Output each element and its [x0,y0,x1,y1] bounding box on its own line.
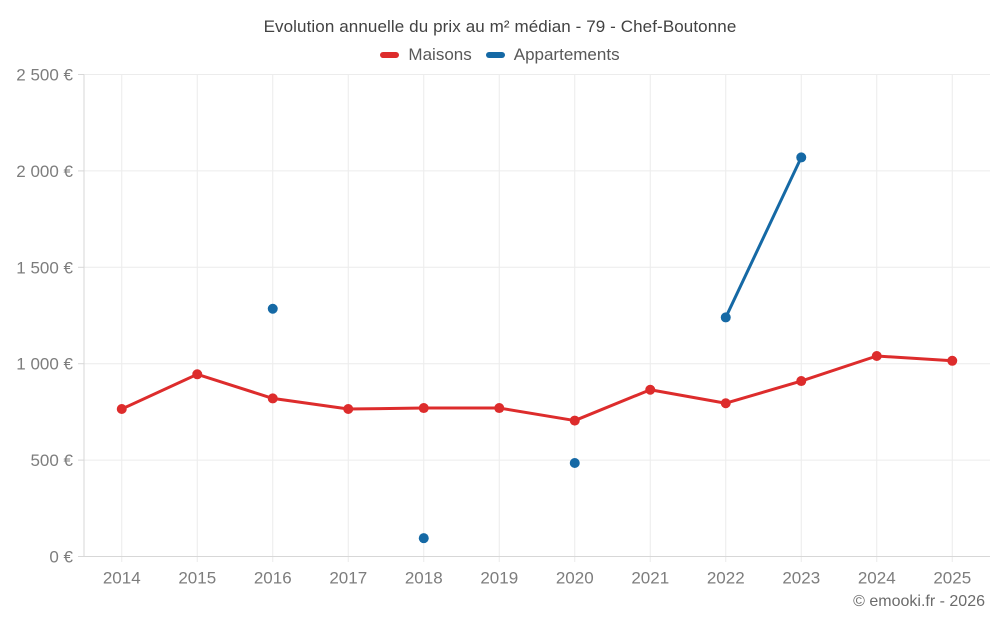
y-tick-label: 0 € [49,547,73,566]
x-tick-label: 2016 [254,569,292,588]
legend-label-maisons: Maisons [408,45,472,64]
y-tick-label: 500 € [30,451,73,470]
x-tick-label: 2024 [858,569,896,588]
data-point-appartements-2020[interactable] [569,457,580,468]
y-tick-label: 2 500 € [16,65,73,84]
appartements-swatch-icon [485,52,505,58]
data-point-maisons-2024[interactable] [871,350,882,361]
data-point-appartements-2022[interactable] [720,312,731,323]
x-tick-label: 2021 [631,569,669,588]
x-tick-label: 2019 [480,569,518,588]
chart-legend: Maisons Appartements [0,45,1000,65]
data-point-maisons-2015[interactable] [192,369,203,380]
x-tick-label: 2015 [178,569,216,588]
data-point-appartements-2016[interactable] [267,303,278,314]
data-point-maisons-2021[interactable] [645,384,656,395]
data-point-appartements-2023[interactable] [796,152,807,163]
data-point-maisons-2019[interactable] [494,403,505,414]
x-tick-label: 2022 [707,569,745,588]
x-tick-label: 2025 [933,569,971,588]
data-point-appartements-2018[interactable] [418,533,429,544]
x-tick-label: 2020 [556,569,594,588]
y-tick-label: 1 500 € [16,258,73,277]
legend-label-appartements: Appartements [513,45,620,64]
chart-title: Evolution annuelle du prix au m² médian … [263,17,737,36]
x-tick-label: 2014 [103,569,141,588]
y-tick-label: 1 000 € [16,355,73,374]
x-tick-label: 2018 [405,569,443,588]
data-point-maisons-2023[interactable] [796,376,807,387]
data-point-maisons-2017[interactable] [343,404,354,415]
legend-item-appartements[interactable]: Appartements [485,45,620,65]
data-point-maisons-2020[interactable] [569,415,580,426]
series-line-appartements [724,155,803,319]
copyright-watermark: © emooki.fr - 2026 [853,593,985,610]
series-line-maisons [120,354,954,423]
data-point-maisons-2014[interactable] [116,404,127,415]
x-tick-label: 2017 [329,569,367,588]
data-point-maisons-2025[interactable] [947,355,958,366]
maisons-swatch-icon [380,52,400,58]
data-point-maisons-2016[interactable] [267,393,278,404]
data-point-maisons-2022[interactable] [720,398,731,409]
data-point-maisons-2018[interactable] [418,403,429,414]
x-tick-label: 2023 [782,569,820,588]
legend-item-maisons[interactable]: Maisons [380,45,472,65]
y-tick-label: 2 000 € [16,162,73,181]
